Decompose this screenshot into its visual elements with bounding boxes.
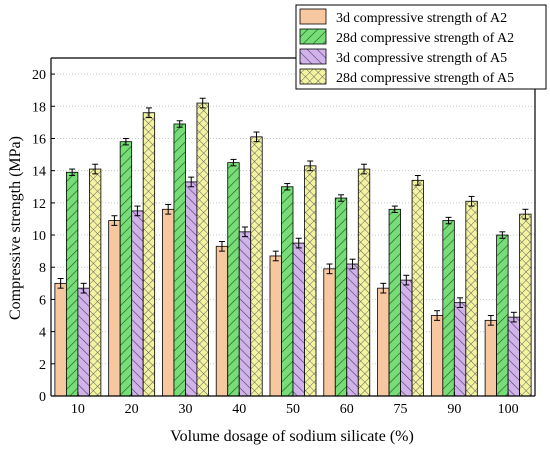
- y-tick-label: 12: [32, 197, 46, 212]
- bar-series2-90: [442, 220, 455, 397]
- y-tick-label: 2: [39, 358, 46, 373]
- legend-swatch-series2: [299, 28, 327, 45]
- bar-series4-90: [465, 200, 478, 397]
- x-axis-label: Volume dosage of sodium silicate (%): [170, 428, 414, 445]
- x-tick-label: 40: [232, 402, 246, 417]
- x-tick-label: 20: [125, 402, 139, 417]
- bar-series4-75: [411, 179, 424, 397]
- x-tick-label: 60: [340, 402, 354, 417]
- bar-series2-40: [227, 162, 240, 397]
- y-tick-label: 20: [32, 68, 46, 83]
- y-axis-label: Compressive strength (MPa): [7, 136, 24, 320]
- bar-series3-40: [238, 231, 252, 397]
- bar-series3-20: [131, 210, 144, 397]
- bar-series4-60: [357, 168, 371, 397]
- tick-labels: 0 2 4 6 8 10 12 14 16 18 20 10 20 30 40 50 60 75 90 100: [32, 68, 519, 417]
- x-tick-label: 90: [447, 402, 461, 417]
- error-bars-group: [57, 97, 529, 326]
- x-tick-label: 75: [394, 402, 408, 417]
- bar-series1-90: [430, 315, 444, 397]
- bar-series4-40: [250, 136, 263, 397]
- bar-series4-100: [519, 213, 532, 397]
- legend-label-series2: 28d compressive strength of A2: [336, 31, 514, 46]
- y-tick-label: 4: [39, 326, 46, 341]
- y-tick-label: 0: [39, 390, 46, 405]
- x-tick-label: 100: [498, 402, 519, 417]
- y-tick-label: 10: [32, 229, 46, 244]
- legend: 3d compressive strength of A2 28d compres…: [295, 4, 547, 90]
- legend-swatch-series4: [299, 68, 327, 85]
- bar-series1-60: [323, 268, 336, 397]
- bar-series3-75: [400, 279, 413, 397]
- bar-series2-75: [388, 208, 401, 397]
- legend-box: [295, 4, 547, 90]
- bar-series1-20: [108, 220, 121, 397]
- bar-series4-50: [304, 165, 317, 397]
- bar-series3-100: [507, 316, 521, 397]
- y-tick-label: 8: [39, 261, 46, 276]
- y-tick-label: 14: [32, 165, 46, 180]
- bar-series3-10: [77, 287, 90, 397]
- y-tick-label: 6: [39, 293, 46, 308]
- y-tick-label: 18: [32, 100, 46, 115]
- y-tick-label: 16: [32, 132, 46, 147]
- x-tick-label: 50: [286, 402, 300, 417]
- bar-series2-60: [334, 197, 348, 397]
- x-tick-label: 30: [178, 402, 192, 417]
- legend-swatch-series1: [299, 8, 327, 25]
- bar-series1-10: [54, 282, 67, 397]
- legend-label-series3: 3d compressive strength of A5: [336, 51, 507, 66]
- bar-series3-90: [453, 302, 467, 397]
- bar-series3-60: [346, 263, 359, 397]
- bar-series1-75: [377, 287, 390, 397]
- bar-series3-30: [185, 181, 198, 397]
- bar-series2-30: [173, 123, 186, 397]
- bar-series2-100: [496, 234, 509, 397]
- bar-series2-20: [119, 141, 133, 397]
- bar-series2-50: [281, 186, 294, 397]
- bar-series1-50: [269, 255, 282, 397]
- bars-group: [54, 102, 532, 397]
- legend-label-series4: 28d compressive strength of A5: [336, 71, 514, 86]
- bar-series3-50: [292, 242, 305, 397]
- bar-series1-100: [484, 319, 498, 397]
- legend-swatch-series3: [299, 48, 327, 65]
- bar-series4-10: [88, 168, 102, 397]
- bar-series1-40: [215, 245, 229, 397]
- bar-series4-30: [196, 102, 209, 397]
- x-tick-label: 10: [71, 402, 85, 417]
- bar-series2-10: [65, 171, 79, 397]
- legend-label-series1: 3d compressive strength of A2: [336, 11, 507, 26]
- bar-series1-30: [162, 208, 175, 397]
- bar-series4-20: [142, 112, 156, 397]
